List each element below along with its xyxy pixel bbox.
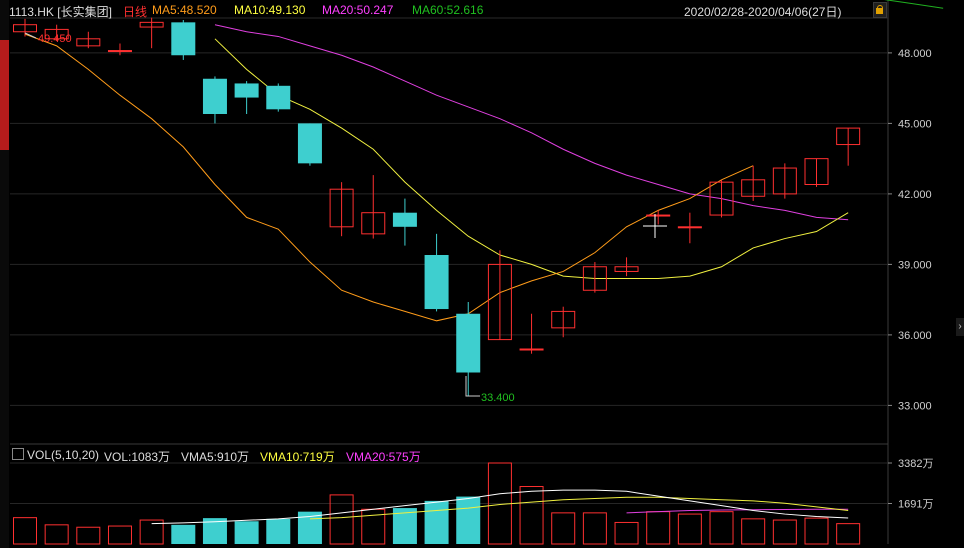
volume-bar	[424, 500, 449, 544]
candle-body	[202, 78, 227, 114]
ma60-label: MA60:52.616	[412, 3, 484, 17]
vma5-line	[151, 489, 849, 525]
period-label: 日线	[123, 5, 148, 19]
high-pointer	[24, 32, 37, 39]
volume-bar	[266, 518, 291, 544]
symbol-label: 1113.HK [长实集团]	[9, 5, 112, 19]
volume-bar	[582, 512, 607, 545]
volume-bar	[836, 523, 861, 545]
price-tick-label: 45.000	[898, 118, 932, 130]
candle-body	[614, 266, 639, 272]
volume-bar	[551, 512, 576, 545]
volume-bar	[741, 518, 766, 545]
candle-body	[456, 313, 481, 373]
candle-body	[804, 158, 829, 185]
date-range-label: 2020/02/28-2020/04/06(27日)	[684, 5, 842, 19]
high-annotation: 49.450	[38, 33, 72, 45]
volume-label: VOL(5,10,20)	[27, 448, 100, 462]
volume-bar	[392, 508, 417, 544]
candle-body	[582, 266, 607, 291]
vma20-line	[626, 508, 849, 514]
candle-body	[76, 38, 101, 47]
right-expand-button[interactable]: ›	[956, 318, 964, 336]
candle-body	[646, 214, 671, 217]
candle-body	[329, 188, 354, 228]
volume-bar	[76, 526, 101, 545]
candle-body	[44, 28, 69, 40]
left-sidebar	[0, 0, 9, 548]
ma10-label: MA10:49.130	[234, 3, 306, 17]
price-tick-label: 42.000	[898, 189, 932, 201]
volume-tick-label: 3382万	[898, 458, 933, 470]
candle-body	[392, 212, 417, 227]
volume-bar	[519, 486, 544, 545]
sidebar-active-tab[interactable]	[0, 40, 9, 150]
ma5-line	[24, 33, 754, 322]
ma20-label: MA20:50.247	[322, 3, 394, 17]
volume-tick-label: 1691万	[898, 499, 933, 511]
volume-bar	[646, 511, 671, 545]
volume-bar	[329, 494, 354, 545]
volume-bar	[614, 521, 639, 545]
volume-bar	[171, 524, 196, 544]
volume-bar	[804, 517, 829, 545]
candle-body	[139, 21, 164, 28]
price-tick-label: 33.000	[898, 400, 932, 412]
candle-body	[266, 85, 291, 110]
volume-bar	[107, 525, 132, 545]
volume-value: VOL:1083万	[104, 450, 171, 464]
candle-body	[297, 123, 322, 164]
ma10-line	[214, 38, 849, 279]
lock-icon[interactable]	[873, 2, 887, 18]
low-pointer	[465, 376, 480, 397]
candle-body	[741, 179, 766, 197]
price-tick-label: 36.000	[898, 330, 932, 342]
candle-body	[361, 212, 386, 235]
candle-body	[677, 226, 702, 229]
volume-expand-icon[interactable]	[12, 448, 24, 460]
volume-bar	[234, 521, 259, 544]
ma20-line	[214, 24, 849, 221]
candle-body	[107, 50, 132, 53]
volume-bar	[44, 524, 69, 545]
candle-body	[234, 83, 259, 98]
volume-bar	[709, 511, 734, 545]
vma10-label: VMA10:719万	[260, 450, 335, 464]
vma5-label: VMA5:910万	[181, 450, 250, 464]
candle-body	[836, 127, 861, 146]
volume-bar	[13, 517, 37, 545]
ma5-label: MA5:48.520	[152, 3, 217, 17]
vma10-line	[309, 496, 849, 520]
volume-bar	[677, 513, 702, 545]
candle-body	[551, 310, 576, 329]
candle-body	[709, 181, 734, 216]
volume-bar	[139, 519, 164, 545]
candle-body	[519, 348, 544, 351]
candle-body	[171, 22, 196, 56]
volume-bar	[456, 496, 481, 544]
low-annotation: 33.400	[481, 392, 515, 404]
candle-body	[772, 167, 797, 195]
vma20-label: VMA20:575万	[346, 450, 421, 464]
price-tick-label: 48.000	[898, 48, 932, 60]
volume-bar	[772, 519, 797, 545]
price-tick-label: 39.000	[898, 259, 932, 271]
candle-body	[424, 255, 449, 310]
candle-body	[13, 24, 37, 33]
candle-body	[487, 263, 512, 341]
